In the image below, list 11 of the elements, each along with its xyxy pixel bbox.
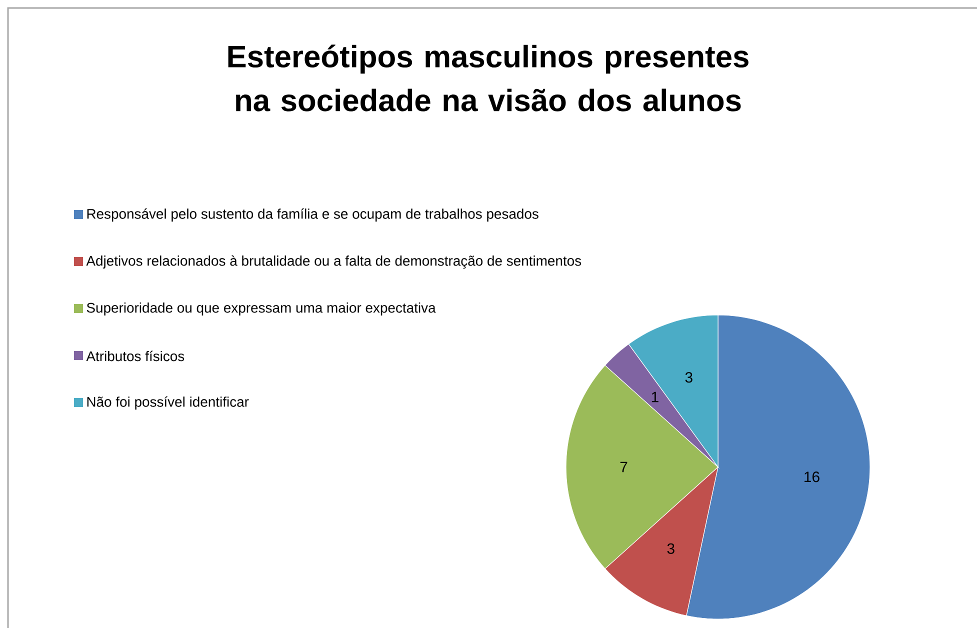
chart-title: Estereótipos masculinos presentes na sociedade na visão dos alunos	[228, 44, 748, 112]
legend-label: Superioridade ou que expressam uma maior expectativa	[86, 302, 436, 316]
legend-label: Atributos físicos	[86, 350, 184, 362]
legend-label: Não foi possível identificar	[87, 396, 249, 410]
data-label: 1	[652, 392, 658, 402]
data-label: 7	[620, 462, 628, 472]
legend-label: Adjetivos relacionados à brutalidade ou a falta de demonstração de sentimentos	[86, 255, 582, 269]
data-label: 3	[685, 372, 692, 383]
legend-label: Responsável pelo sustento da família e se ocupam de trabalhos pesados	[87, 208, 538, 222]
data-label: 16	[804, 472, 820, 482]
data-label: 3	[667, 543, 674, 554]
